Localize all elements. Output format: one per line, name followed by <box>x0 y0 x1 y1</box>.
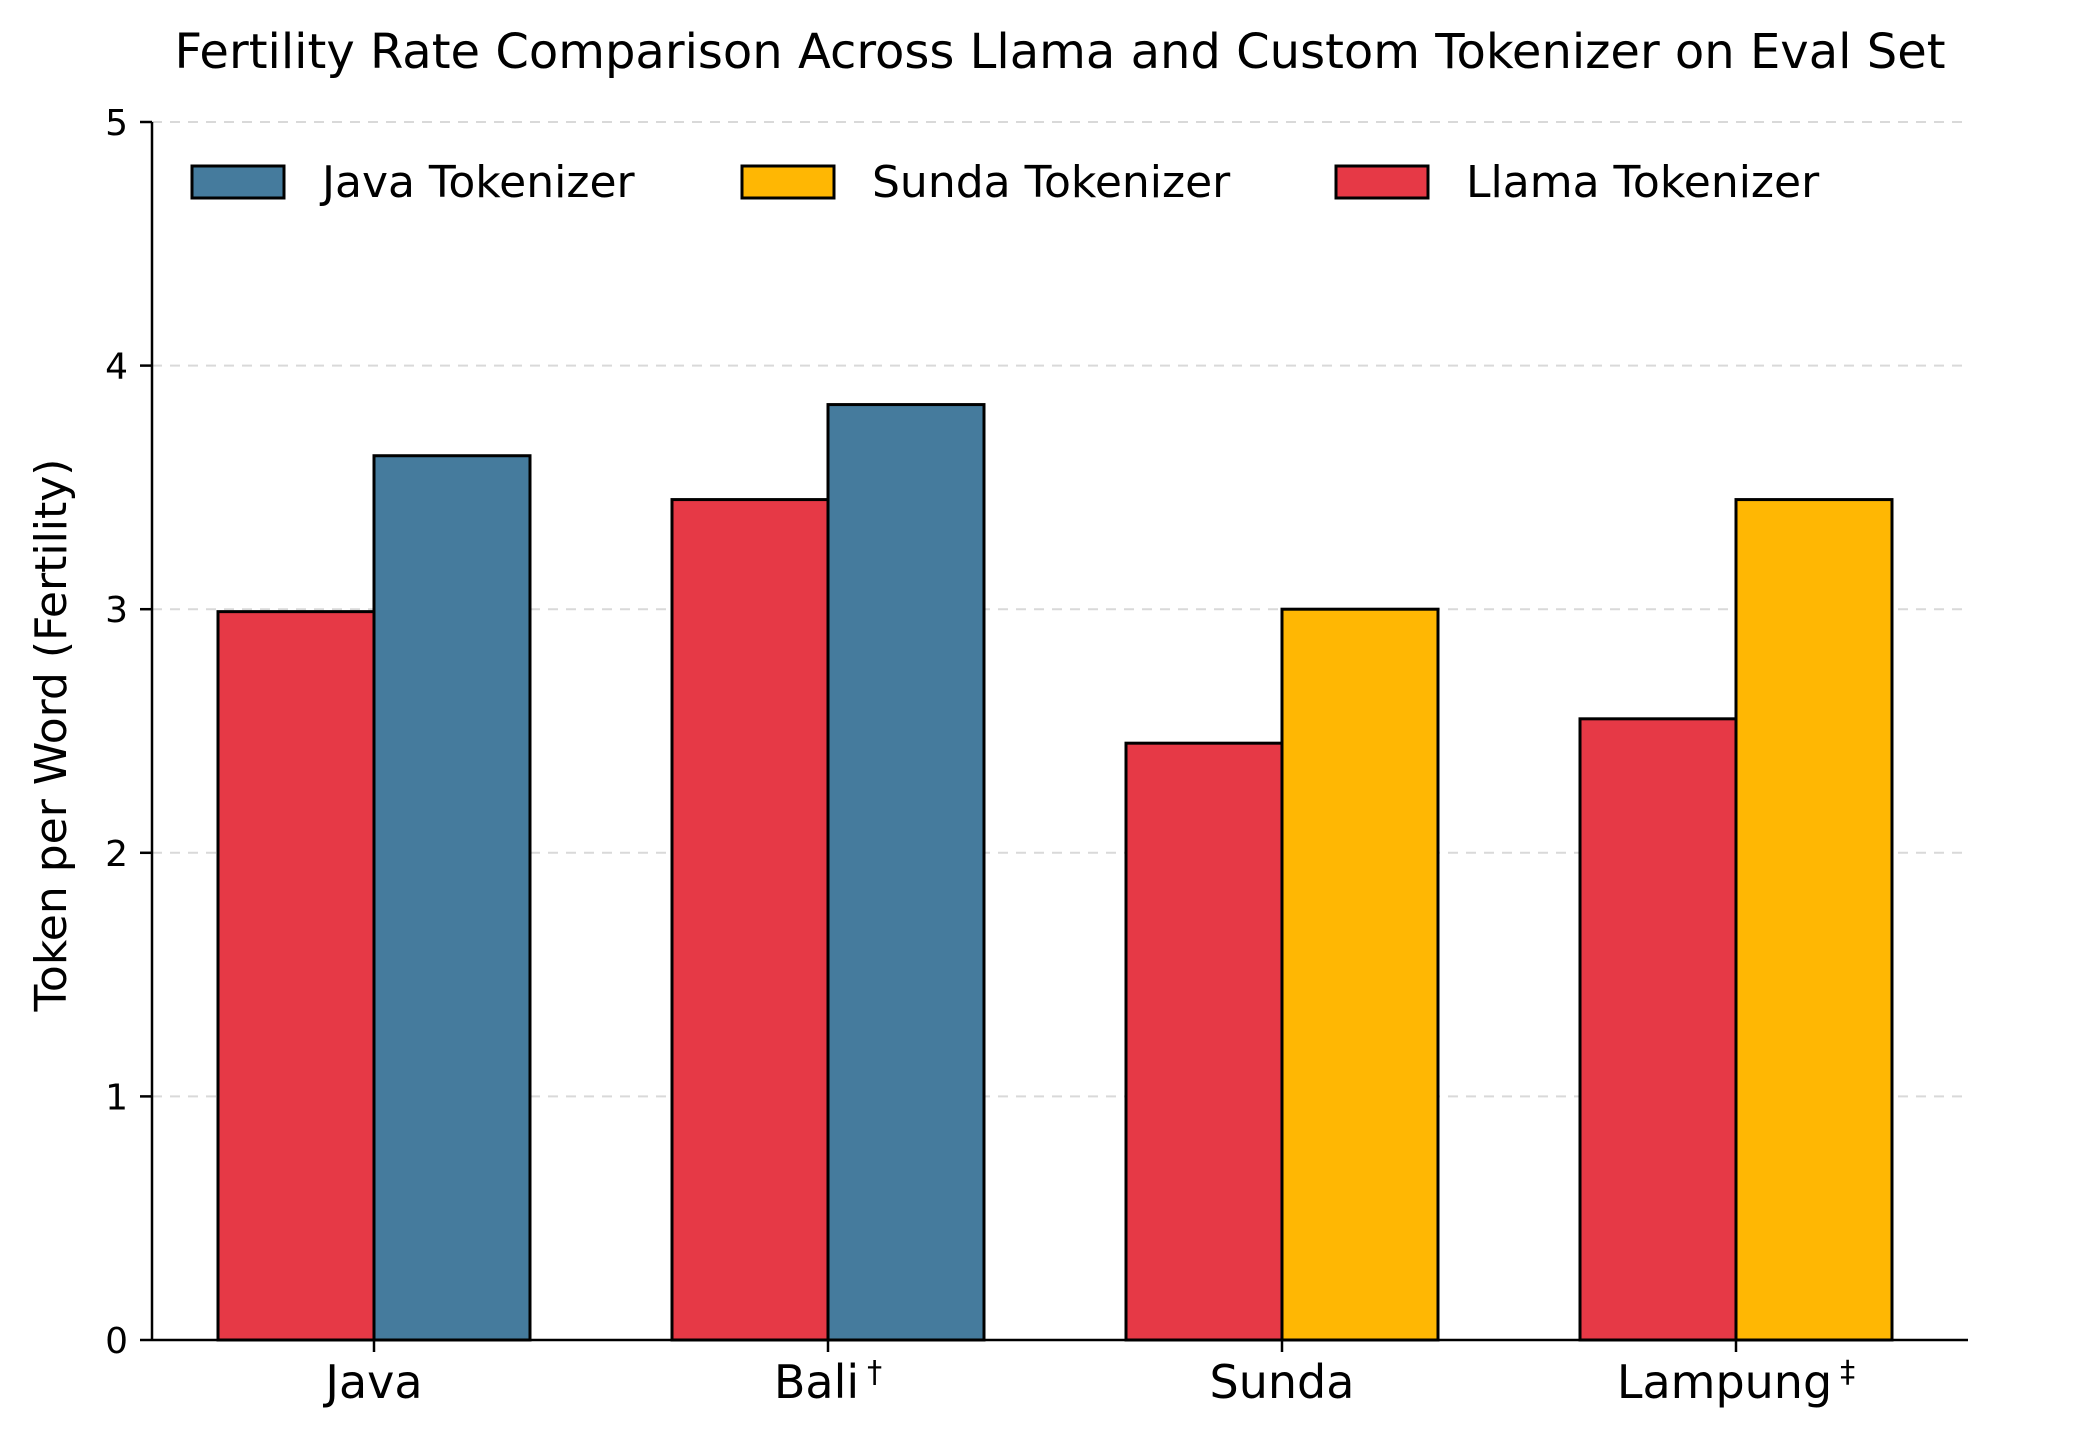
y-tick-label: 5 <box>105 103 128 144</box>
legend-swatch <box>190 164 286 200</box>
legend-swatch <box>1334 164 1430 200</box>
bar-sunda-sunda-tokenizer <box>1280 607 1440 1342</box>
bar-java-java-tokenizer <box>372 454 532 1342</box>
y-tick-label: 2 <box>105 834 128 875</box>
legend-label: Llama Tokenizer <box>1466 157 1820 208</box>
x-tick-label-lampung: Lampung ‡ <box>1617 1355 1855 1409</box>
x-tick-footnote-mark: ‡ <box>1840 1355 1855 1390</box>
x-tick-label-bali: Bali † <box>774 1355 882 1409</box>
y-tick-label: 4 <box>105 347 128 388</box>
bar-bali-llama-tokenizer <box>670 498 830 1342</box>
x-tick-label-java: Java <box>322 1355 422 1409</box>
y-tick-label: 3 <box>105 590 128 631</box>
x-tick-footnote-mark: † <box>867 1355 882 1390</box>
legend-label: Java Tokenizer <box>319 157 636 208</box>
legend: Java Tokenizer Sunda Tokenizer Llama Token… <box>190 157 1820 208</box>
x-tick-label-sunda: Sunda <box>1210 1355 1355 1409</box>
y-axis-ticks: 0 1 2 3 4 5 <box>105 103 152 1362</box>
bar-lampung-sunda-tokenizer <box>1734 498 1894 1342</box>
bars <box>216 403 1894 1342</box>
y-axis-label: Token per Word (Fertility) <box>26 459 77 1013</box>
axes <box>150 122 1968 1342</box>
chart-title: Fertility Rate Comparison Across Llama a… <box>174 24 1945 80</box>
bar-java-llama-tokenizer <box>216 610 376 1342</box>
y-tick-label: 0 <box>105 1321 128 1362</box>
y-tick-label: 1 <box>105 1077 128 1118</box>
bar-sunda-llama-tokenizer <box>1124 741 1284 1342</box>
legend-swatch <box>740 164 836 200</box>
bar-bali-java-tokenizer <box>826 403 986 1342</box>
bar-lampung-llama-tokenizer <box>1578 717 1738 1342</box>
x-axis-ticks: Java Bali † Sunda Lampung ‡ <box>322 1340 1855 1409</box>
legend-label: Sunda Tokenizer <box>872 157 1231 208</box>
